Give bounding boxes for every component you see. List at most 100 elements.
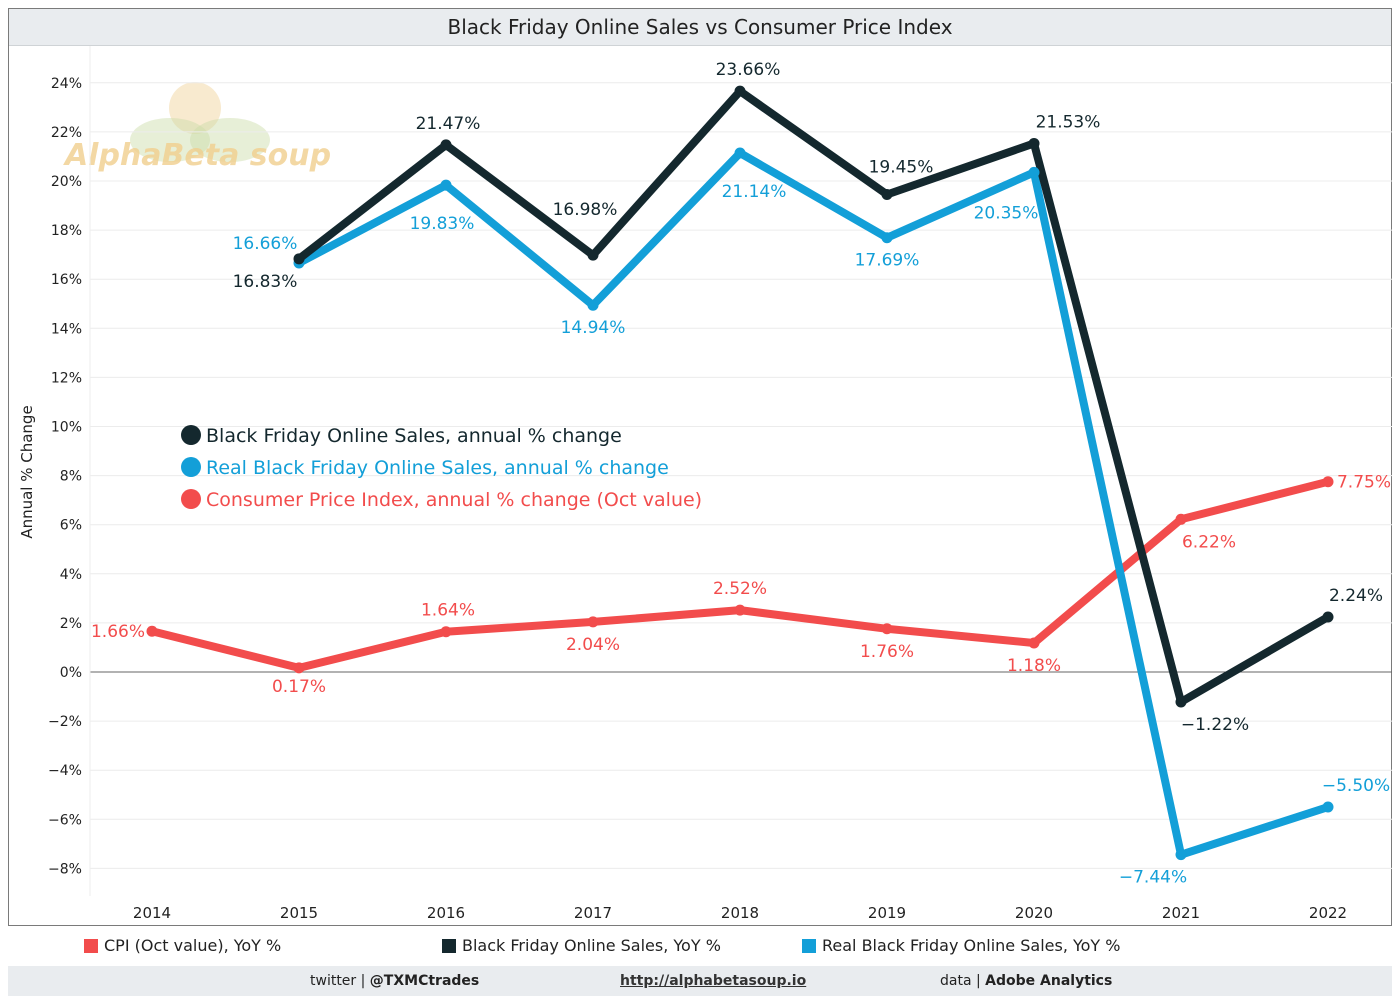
legend-swatch [802, 938, 816, 953]
legend-label: Consumer Price Index, annual % change (O… [206, 489, 702, 511]
series-0-point [1322, 476, 1334, 488]
watermark-coin [169, 82, 221, 134]
y-tick-label: 22% [51, 125, 82, 141]
x-tick-label: 2018 [721, 904, 759, 922]
y-axis-label: Annual % Change [18, 405, 36, 538]
series-2-point [293, 253, 305, 265]
watermark-text: AlphaBeta soup [63, 138, 331, 173]
x-tick-label: 2017 [574, 904, 612, 922]
data-label: 1.76% [860, 642, 914, 662]
watermark-leaf-left [130, 118, 210, 162]
bottom-legend-label: Real Black Friday Online Sales, YoY % [822, 936, 1121, 955]
series-line-1 [295, 149, 1332, 859]
y-tick-label: −6% [48, 812, 82, 828]
x-tick-label: 2016 [427, 904, 465, 922]
y-tick-label: 8% [60, 469, 82, 485]
legend-swatch [84, 938, 98, 953]
data-label: 21.14% [722, 182, 787, 202]
watermark-leaf-right [190, 118, 270, 162]
series-2-point [881, 189, 893, 201]
series-0-point [587, 616, 599, 628]
bottom-legend-item: CPI (Oct value), YoY % [84, 936, 281, 955]
data-label: 16.66% [233, 234, 298, 254]
y-tick-label: 12% [51, 370, 82, 386]
data-label: 19.83% [410, 214, 475, 234]
chart-title: Black Friday Online Sales vs Consumer Pr… [9, 9, 1391, 46]
y-tick-label: −4% [48, 763, 82, 779]
series-1-point [734, 147, 746, 159]
y-tick-label: −8% [48, 861, 82, 877]
y-tick-label: 14% [51, 321, 82, 337]
chart-frame: Black Friday Online Sales vs Consumer Pr… [8, 8, 1392, 926]
x-tick-label: 2020 [1015, 904, 1053, 922]
data-label: 2.24% [1329, 586, 1383, 606]
series-0-point [146, 625, 158, 637]
data-label: 23.66% [716, 60, 781, 80]
legend-marker [181, 425, 201, 445]
y-tick-label: 6% [60, 518, 82, 534]
y-tick-label: 10% [51, 420, 82, 436]
footer-url-link[interactable]: http://alphabetasoup.io [620, 973, 807, 989]
x-tick-label: 2022 [1309, 904, 1347, 922]
data-label: 1.18% [1007, 656, 1061, 676]
data-label: 0.17% [272, 677, 326, 697]
series-0-point [734, 604, 746, 616]
series-2-point [440, 139, 452, 151]
series-1-point [440, 179, 452, 191]
data-label: 21.47% [416, 114, 481, 134]
y-tick-label: −2% [48, 714, 82, 730]
data-label: 20.35% [974, 203, 1039, 223]
series-1-point [587, 299, 599, 311]
watermark-logo: AlphaBeta soup [63, 82, 331, 173]
x-tick-label: 2014 [133, 904, 171, 922]
x-tick-label: 2015 [280, 904, 318, 922]
footer-data-source: data | Adobe Analytics [940, 973, 1113, 989]
series-2-point [1028, 137, 1040, 149]
line-chart: AlphaBeta soup −8% −6% −4% −2% 0% 2% 4% 6% 8% 10%… [18, 46, 1392, 922]
data-label: 2.52% [713, 579, 767, 599]
y-tick-label: 20% [51, 174, 82, 190]
bottom-legend-item: Real Black Friday Online Sales, YoY % [802, 936, 1120, 955]
series-0-point [293, 662, 305, 674]
series-0-point [1028, 637, 1040, 649]
series-1-point [1028, 166, 1040, 178]
y-tick-label: 2% [60, 616, 82, 632]
bottom-legend-label: CPI (Oct value), YoY % [104, 936, 282, 955]
bottom-legend: CPI (Oct value), YoY % Black Friday Onlin… [0, 928, 1400, 964]
data-label: 16.83% [233, 272, 298, 292]
data-label: 1.66% [91, 622, 145, 642]
y-tick-label: 0% [60, 665, 82, 681]
data-label: 7.75% [1337, 473, 1391, 493]
series-2-point [1322, 611, 1334, 623]
legend-marker [181, 489, 201, 509]
series-1-point [881, 232, 893, 244]
x-tick-label: 2021 [1162, 904, 1200, 922]
series-1-point [1322, 801, 1334, 813]
data-label: 16.98% [553, 200, 618, 220]
data-label: −1.22% [1181, 715, 1249, 735]
legend-label: Real Black Friday Online Sales, annual %… [206, 457, 669, 479]
footer-url[interactable]: http://alphabetasoup.io [620, 973, 806, 989]
y-tick-label: 18% [51, 223, 82, 239]
y-tick-label: 24% [51, 76, 82, 92]
data-label: −5.50% [1322, 776, 1390, 796]
bottom-legend-item: Black Friday Online Sales, YoY % [442, 936, 721, 955]
x-tick-label: 2019 [868, 904, 906, 922]
y-tick-label: 16% [51, 272, 82, 288]
series-0-point [1175, 513, 1187, 525]
series-line-2 [295, 87, 1332, 706]
series-1-point [1175, 849, 1187, 861]
footer: twitter | @TXMCtrades http://alphabetaso… [8, 966, 1392, 996]
series-0-point [440, 626, 452, 638]
series-0-point [881, 623, 893, 635]
data-label: 2.04% [566, 635, 620, 655]
data-label: 1.64% [421, 601, 475, 621]
legend-label: Black Friday Online Sales, annual % chan… [206, 425, 622, 447]
data-label: 6.22% [1182, 532, 1236, 552]
legend-marker [181, 457, 201, 477]
bottom-legend-label: Black Friday Online Sales, YoY % [462, 936, 721, 955]
series-2-point [587, 249, 599, 261]
data-label: 14.94% [561, 318, 626, 338]
data-label: 21.53% [1036, 112, 1101, 132]
series-2-point [1175, 696, 1187, 708]
